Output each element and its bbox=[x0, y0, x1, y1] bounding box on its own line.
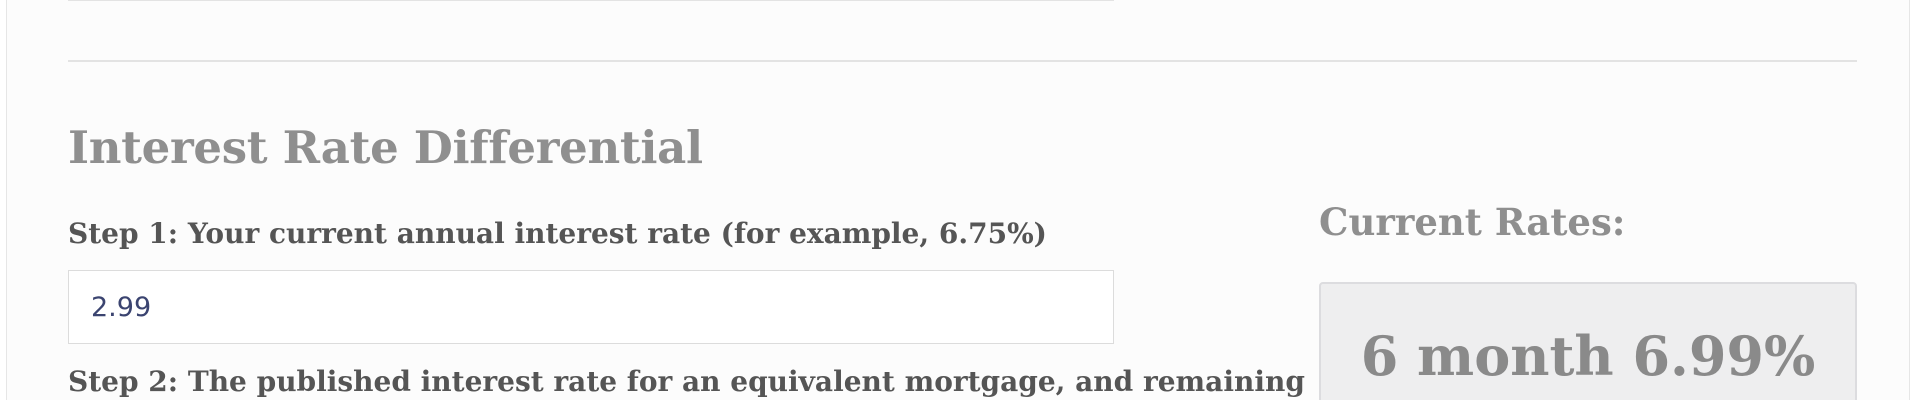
section-title: Interest Rate Differential bbox=[68, 121, 703, 174]
step-1-label: Step 1: Your current annual interest rat… bbox=[68, 217, 1047, 250]
step-2-label: Step 2: The published interest rate for … bbox=[68, 365, 1305, 398]
section-divider bbox=[68, 60, 1857, 62]
current-rates-box: 6 month 6.99% bbox=[1319, 282, 1857, 400]
current-interest-rate-input[interactable] bbox=[68, 270, 1114, 344]
previous-input-edge bbox=[68, 0, 1114, 1]
calculator-panel: Interest Rate Differential Step 1: Your … bbox=[6, 0, 1910, 400]
current-rates-title: Current Rates: bbox=[1319, 200, 1626, 244]
rate-6-month: 6 month 6.99% bbox=[1360, 324, 1816, 388]
